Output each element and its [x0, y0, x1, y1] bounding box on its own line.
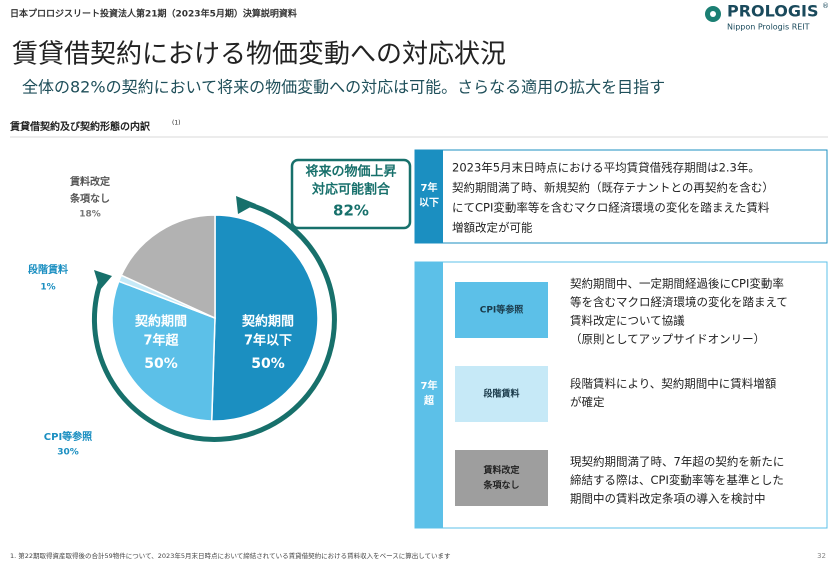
item-text: 賃料改定について協議	[570, 314, 685, 328]
item-text: 段階賃料により、契約期間中に賃料増額	[570, 377, 777, 391]
group-label: 7年超	[143, 333, 179, 349]
panel-tag-text: 以下	[419, 197, 439, 209]
group-value: 50%	[144, 356, 178, 372]
callout-text: 対応可能割合	[311, 182, 391, 198]
slice-label: 賃料改定	[69, 175, 110, 188]
pie-slice	[120, 214, 216, 320]
panel-text: 2023年5月末日時点における平均賃貸借残存期間は2.3年。	[452, 161, 760, 175]
slice-value: 18%	[79, 210, 101, 220]
item-text: 契約期間中、一定期間経過後にCPI変動率	[570, 277, 784, 291]
panel-tag-text: 7年	[421, 181, 438, 194]
callout-value: 82%	[333, 202, 369, 220]
item-label: 条項なし	[482, 479, 519, 491]
item-label: 賃料改定	[482, 464, 520, 476]
slice-value: 30%	[57, 448, 79, 458]
slice-label: 条項なし	[69, 192, 110, 205]
subtitle: 全体の82%の契約において将来の物価変動への対応は可能。さらなる適用の拡大を目指…	[22, 78, 665, 97]
cycle-arrow	[91, 196, 337, 442]
slice-label: 段階賃料	[28, 263, 68, 276]
arrow-arc	[91, 201, 337, 442]
callout-text: 将来の物価上昇	[305, 164, 396, 180]
logo-sub: Nippon Prologis REIT	[727, 23, 810, 32]
arrow-head	[94, 270, 112, 290]
section-title: 賃貸借契約及び契約形態の内訳	[9, 120, 151, 133]
item-text: が確定	[570, 395, 605, 409]
panel-tag	[415, 262, 443, 528]
item-label: CPI等参照	[480, 304, 524, 316]
item-box	[455, 366, 548, 422]
panel-tag	[415, 150, 443, 243]
panel-long-items: CPI等参照 契約期間中、一定期間経過後にCPI変動率等を含むマクロ経済環境の変化…	[455, 277, 788, 506]
doc-title: 日本プロロジスリート投資法人第21期（2023年5月期）決算説明資料	[10, 8, 297, 20]
item-text: 等を含むマクロ経済環境の変化を踏まえて	[570, 295, 788, 309]
page-number: 32	[817, 552, 826, 560]
footnote: 1. 第22期取得資産取得後の合計59物件について、2023年5月末日時点におい…	[10, 551, 451, 560]
slice-value: 1%	[40, 283, 55, 293]
slice-label: CPI等参照	[44, 430, 92, 443]
slice-value: 50%	[251, 356, 285, 372]
panel-tag-text: 超	[423, 394, 435, 407]
logo: PROLOGIS ® Nippon Prologis REIT	[705, 2, 829, 32]
panel-short-text: 2023年5月末日時点における平均賃貸借残存期間は2.3年。契約期間満了時、新規…	[452, 161, 774, 235]
panel-text: 増額改定が可能	[452, 221, 533, 235]
arrow-head	[236, 196, 256, 214]
slice-label: 契約期間	[241, 314, 294, 330]
item-box	[455, 282, 548, 338]
section-note: (1)	[172, 120, 181, 127]
item-label: 段階賃料	[483, 388, 519, 400]
item-text: （原則としてアップサイドオンリー）	[570, 332, 765, 346]
slice-label: 7年以下	[244, 333, 292, 349]
logo-name: PROLOGIS	[727, 2, 818, 21]
callout-box	[290, 158, 412, 230]
item-box	[455, 450, 548, 506]
logo-mark: ®	[822, 2, 829, 10]
pie-slice	[210, 214, 319, 422]
panel-text: 契約期間満了時、新規契約（既存テナントとの再契約を含む）	[452, 181, 774, 195]
panel-tag-text: 7年	[421, 379, 438, 392]
item-text: 期間中の賃料改定条項の導入を検討中	[570, 492, 766, 506]
pie-slice	[111, 280, 216, 422]
item-text: 締結する際は、CPI変動率等を基準とした	[570, 473, 784, 487]
panel-short	[414, 149, 828, 244]
group-label: 契約期間	[134, 314, 187, 330]
page-title: 賃貸借契約における物価変動への対応状況	[12, 40, 506, 70]
item-text: 現契約期間満了時、7年超の契約を新たに	[570, 455, 784, 469]
panel-text: にてCPI変動率等を含むマクロ経済環境の変化を踏まえた賃料	[452, 201, 770, 215]
logo-icon-inner	[710, 11, 716, 17]
